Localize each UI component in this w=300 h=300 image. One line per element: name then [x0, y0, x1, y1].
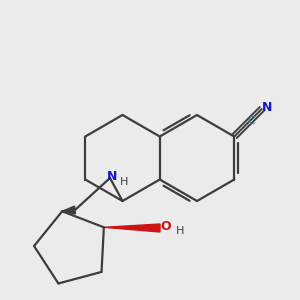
- Polygon shape: [62, 206, 75, 214]
- Text: H: H: [176, 226, 184, 236]
- Polygon shape: [104, 224, 160, 232]
- Text: O: O: [161, 220, 171, 233]
- Text: N: N: [107, 170, 117, 184]
- Text: N: N: [262, 101, 272, 114]
- Text: C: C: [248, 116, 256, 126]
- Text: H: H: [120, 177, 128, 187]
